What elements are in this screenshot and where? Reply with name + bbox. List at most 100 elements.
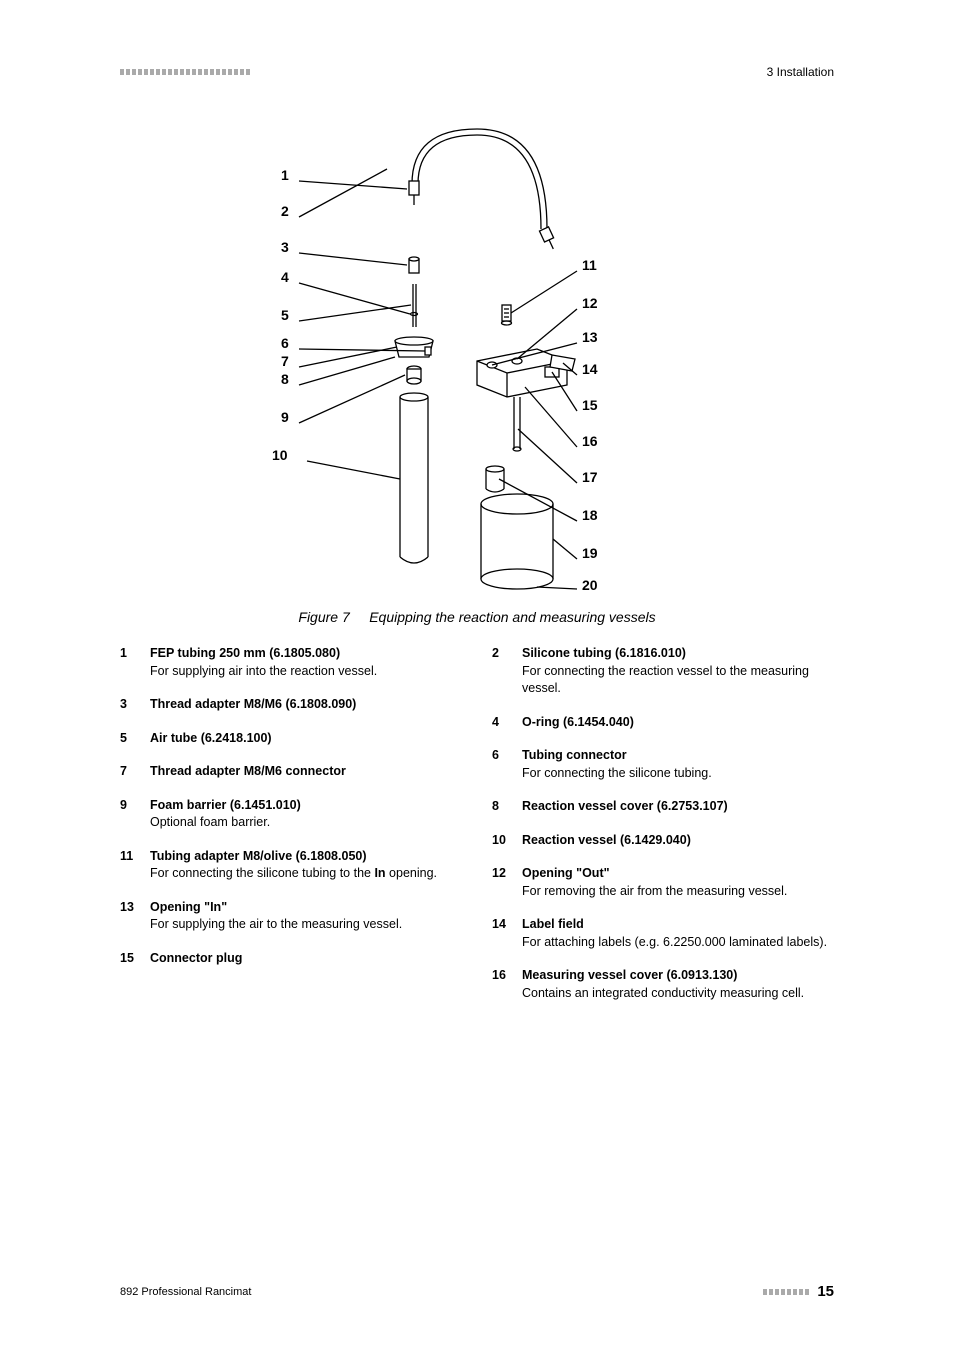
header-decoration bbox=[120, 69, 250, 75]
legend-description: For connecting the silicone tubing. bbox=[522, 765, 712, 783]
legend-text: Label fieldFor attaching labels (e.g. 6.… bbox=[522, 916, 827, 951]
caption-text: Equipping the reaction and measuring ves… bbox=[369, 609, 655, 625]
callout-14: 14 bbox=[582, 361, 598, 377]
legend-description: For supplying air into the reaction vess… bbox=[150, 663, 377, 681]
legend-item-9: 9Foam barrier (6.1451.010)Optional foam … bbox=[120, 797, 462, 832]
legend-text: O-ring (6.1454.040) bbox=[522, 714, 634, 732]
legend-title: Opening "Out" bbox=[522, 865, 787, 883]
legend-description: For supplying the air to the measuring v… bbox=[150, 916, 402, 934]
legend-text: Connector plug bbox=[150, 950, 242, 968]
legend-item-13: 13Opening "In"For supplying the air to t… bbox=[120, 899, 462, 934]
callout-4: 4 bbox=[281, 269, 289, 285]
legend-description: For connecting the silicone tubing to th… bbox=[150, 865, 437, 883]
legend-text: Measuring vessel cover (6.0913.130)Conta… bbox=[522, 967, 804, 1002]
figure-caption: Figure 7 Equipping the reaction and meas… bbox=[120, 609, 834, 625]
legend-title: Air tube (6.2418.100) bbox=[150, 730, 272, 748]
legend-item-5: 5Air tube (6.2418.100) bbox=[120, 730, 462, 748]
legend-title: Tubing connector bbox=[522, 747, 712, 765]
legend-title: Thread adapter M8/M6 connector bbox=[150, 763, 346, 781]
legend-description: Optional foam barrier. bbox=[150, 814, 301, 832]
legend-item-16: 16Measuring vessel cover (6.0913.130)Con… bbox=[492, 967, 834, 1002]
legend-description: Contains an integrated conductivity meas… bbox=[522, 985, 804, 1003]
callout-17: 17 bbox=[582, 469, 598, 485]
legend-number: 4 bbox=[492, 714, 522, 732]
legend-item-7: 7Thread adapter M8/M6 connector bbox=[120, 763, 462, 781]
legend-number: 1 bbox=[120, 645, 150, 680]
legend-text: Foam barrier (6.1451.010)Optional foam b… bbox=[150, 797, 301, 832]
legend-text: Opening "In"For supplying the air to the… bbox=[150, 899, 402, 934]
legend-text: Thread adapter M8/M6 connector bbox=[150, 763, 346, 781]
legend-title: Connector plug bbox=[150, 950, 242, 968]
legend-column-right: 2Silicone tubing (6.1816.010)For connect… bbox=[492, 645, 834, 1018]
legend-number: 8 bbox=[492, 798, 522, 816]
page-header: 3 Installation bbox=[120, 65, 834, 79]
legend-item-6: 6Tubing connectorFor connecting the sili… bbox=[492, 747, 834, 782]
legend-item-1: 1FEP tubing 250 mm (6.1805.080)For suppl… bbox=[120, 645, 462, 680]
footer-product: 892 Professional Rancimat bbox=[120, 1286, 251, 1298]
legend-column-left: 1FEP tubing 250 mm (6.1805.080)For suppl… bbox=[120, 645, 462, 1018]
callout-5: 5 bbox=[281, 307, 289, 323]
legend-number: 11 bbox=[120, 848, 150, 883]
legend-description: For removing the air from the measuring … bbox=[522, 883, 787, 901]
legend-item-4: 4O-ring (6.1454.040) bbox=[492, 714, 834, 732]
callout-6: 6 bbox=[281, 335, 289, 351]
legend-description: For attaching labels (e.g. 6.2250.000 la… bbox=[522, 934, 827, 952]
callout-15: 15 bbox=[582, 397, 598, 413]
legend-title: FEP tubing 250 mm (6.1805.080) bbox=[150, 645, 377, 663]
figure-diagram: 1234567891011121314151617181920 bbox=[267, 109, 687, 599]
callout-3: 3 bbox=[281, 239, 289, 255]
legend-text: Silicone tubing (6.1816.010)For connecti… bbox=[522, 645, 834, 698]
callout-1: 1 bbox=[281, 167, 289, 183]
legend-item-12: 12Opening "Out"For removing the air from… bbox=[492, 865, 834, 900]
legend-number: 9 bbox=[120, 797, 150, 832]
legend-number: 2 bbox=[492, 645, 522, 698]
legend-item-15: 15Connector plug bbox=[120, 950, 462, 968]
legend-number: 16 bbox=[492, 967, 522, 1002]
legend-number: 10 bbox=[492, 832, 522, 850]
legend-title: Reaction vessel (6.1429.040) bbox=[522, 832, 691, 850]
legend-item-8: 8Reaction vessel cover (6.2753.107) bbox=[492, 798, 834, 816]
legend-item-11: 11Tubing adapter M8/olive (6.1808.050)Fo… bbox=[120, 848, 462, 883]
legend-title: Tubing adapter M8/olive (6.1808.050) bbox=[150, 848, 437, 866]
callout-19: 19 bbox=[582, 545, 598, 561]
callout-13: 13 bbox=[582, 329, 598, 345]
callout-12: 12 bbox=[582, 295, 598, 311]
legend-number: 13 bbox=[120, 899, 150, 934]
parts-legend: 1FEP tubing 250 mm (6.1805.080)For suppl… bbox=[120, 645, 834, 1018]
legend-item-2: 2Silicone tubing (6.1816.010)For connect… bbox=[492, 645, 834, 698]
legend-number: 14 bbox=[492, 916, 522, 951]
callout-18: 18 bbox=[582, 507, 598, 523]
legend-title: Silicone tubing (6.1816.010) bbox=[522, 645, 834, 663]
legend-number: 7 bbox=[120, 763, 150, 781]
legend-title: O-ring (6.1454.040) bbox=[522, 714, 634, 732]
legend-text: FEP tubing 250 mm (6.1805.080)For supply… bbox=[150, 645, 377, 680]
legend-number: 3 bbox=[120, 696, 150, 714]
page-footer: 892 Professional Rancimat 15 bbox=[120, 1283, 834, 1300]
legend-item-10: 10Reaction vessel (6.1429.040) bbox=[492, 832, 834, 850]
legend-text: Reaction vessel cover (6.2753.107) bbox=[522, 798, 728, 816]
page-number: 15 bbox=[817, 1283, 834, 1300]
legend-item-3: 3Thread adapter M8/M6 (6.1808.090) bbox=[120, 696, 462, 714]
legend-number: 12 bbox=[492, 865, 522, 900]
legend-title: Opening "In" bbox=[150, 899, 402, 917]
legend-text: Opening "Out"For removing the air from t… bbox=[522, 865, 787, 900]
callout-2: 2 bbox=[281, 203, 289, 219]
legend-title: Label field bbox=[522, 916, 827, 934]
callout-7: 7 bbox=[281, 353, 289, 369]
legend-text: Reaction vessel (6.1429.040) bbox=[522, 832, 691, 850]
legend-number: 15 bbox=[120, 950, 150, 968]
legend-text: Thread adapter M8/M6 (6.1808.090) bbox=[150, 696, 356, 714]
callout-16: 16 bbox=[582, 433, 598, 449]
caption-prefix: Figure 7 bbox=[298, 609, 349, 625]
legend-text: Air tube (6.2418.100) bbox=[150, 730, 272, 748]
callout-8: 8 bbox=[281, 371, 289, 387]
callout-20: 20 bbox=[582, 577, 598, 593]
diagram-svg bbox=[267, 109, 687, 599]
footer-decoration bbox=[763, 1289, 809, 1295]
callout-11: 11 bbox=[582, 257, 597, 273]
legend-text: Tubing adapter M8/olive (6.1808.050)For … bbox=[150, 848, 437, 883]
legend-title: Foam barrier (6.1451.010) bbox=[150, 797, 301, 815]
legend-number: 5 bbox=[120, 730, 150, 748]
legend-description: For connecting the reaction vessel to th… bbox=[522, 663, 834, 698]
legend-title: Measuring vessel cover (6.0913.130) bbox=[522, 967, 804, 985]
